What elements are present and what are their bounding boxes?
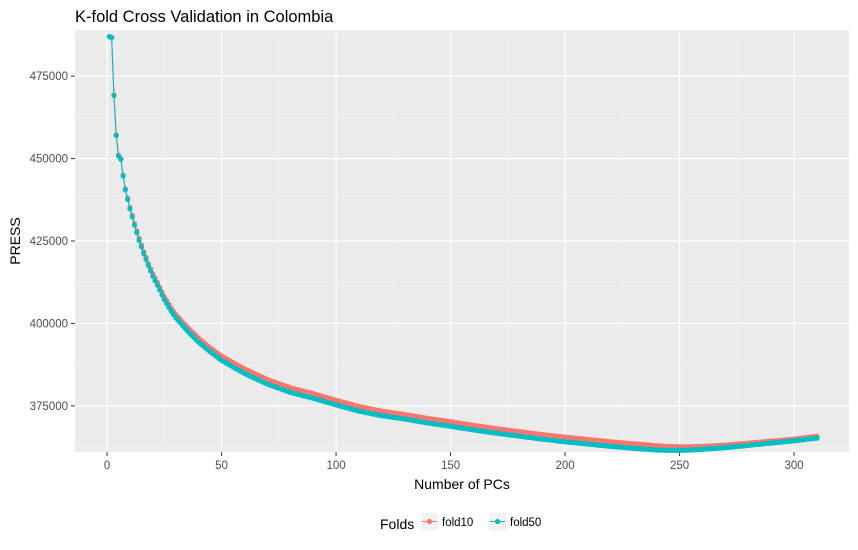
y-axis-title: PRESS xyxy=(7,217,23,264)
x-tick-label: 150 xyxy=(441,460,460,472)
data-point-fold50 xyxy=(111,93,117,99)
legend-key-point xyxy=(494,518,501,525)
y-axis-ticks: 375000 400000 425000 450000 475000 xyxy=(30,71,75,413)
x-tick-label: 300 xyxy=(784,460,803,472)
legend-label-fold10: fold10 xyxy=(442,517,473,529)
data-point-fold50 xyxy=(120,173,126,179)
x-tick-label: 50 xyxy=(215,460,228,472)
x-axis-title: Number of PCs xyxy=(414,476,510,492)
data-point-fold50 xyxy=(125,196,131,203)
data-point-fold50 xyxy=(129,214,135,220)
x-tick-label: 250 xyxy=(670,460,689,472)
legend-title: Folds xyxy=(380,516,414,532)
data-point-fold50 xyxy=(113,132,119,139)
data-point-fold50 xyxy=(157,287,163,293)
data-point-fold50 xyxy=(154,282,161,288)
x-tick-label: 200 xyxy=(555,460,574,472)
data-point-fold50 xyxy=(141,250,147,257)
data-point-fold50 xyxy=(118,156,124,162)
data-point-fold50 xyxy=(150,273,156,279)
data-point-fold50 xyxy=(138,244,145,250)
data-point-fold50 xyxy=(109,34,115,41)
x-tick-label: 100 xyxy=(326,460,345,472)
y-tick-label: 475000 xyxy=(30,71,68,83)
x-tick-label: 0 xyxy=(104,460,110,472)
legend: Folds fold10 fold50 xyxy=(380,513,541,532)
legend-item-fold50: fold50 xyxy=(489,513,541,530)
y-tick-label: 400000 xyxy=(30,318,68,330)
data-point-fold50 xyxy=(131,222,138,228)
data-point-fold50 xyxy=(161,297,167,303)
chart-title: K-fold Cross Validation in Colombia xyxy=(75,8,334,26)
x-axis-ticks: 0 50 100 150 200 250 300 xyxy=(104,452,804,472)
data-point-fold50 xyxy=(814,435,820,441)
data-point-fold50 xyxy=(164,300,170,307)
y-tick-label: 375000 xyxy=(30,401,68,413)
data-point-fold50 xyxy=(122,187,128,193)
data-point-fold50 xyxy=(147,268,154,274)
series-fold50 xyxy=(106,33,820,453)
data-point-fold50 xyxy=(127,206,133,212)
data-point-fold50 xyxy=(134,230,140,236)
y-tick-label: 425000 xyxy=(30,236,68,248)
series-layer xyxy=(106,33,820,453)
data-point-fold50 xyxy=(166,304,172,310)
data-point-fold50 xyxy=(143,256,149,263)
major-gridlines xyxy=(75,30,849,452)
legend-key-point xyxy=(426,518,433,525)
data-point-fold50 xyxy=(159,292,165,298)
legend-item-fold10: fold10 xyxy=(421,513,473,530)
legend-label-fold50: fold50 xyxy=(510,517,541,529)
data-point-fold50 xyxy=(145,262,151,268)
y-tick-label: 450000 xyxy=(30,154,68,166)
data-point-fold50 xyxy=(152,278,158,284)
data-point-fold50 xyxy=(136,237,142,243)
